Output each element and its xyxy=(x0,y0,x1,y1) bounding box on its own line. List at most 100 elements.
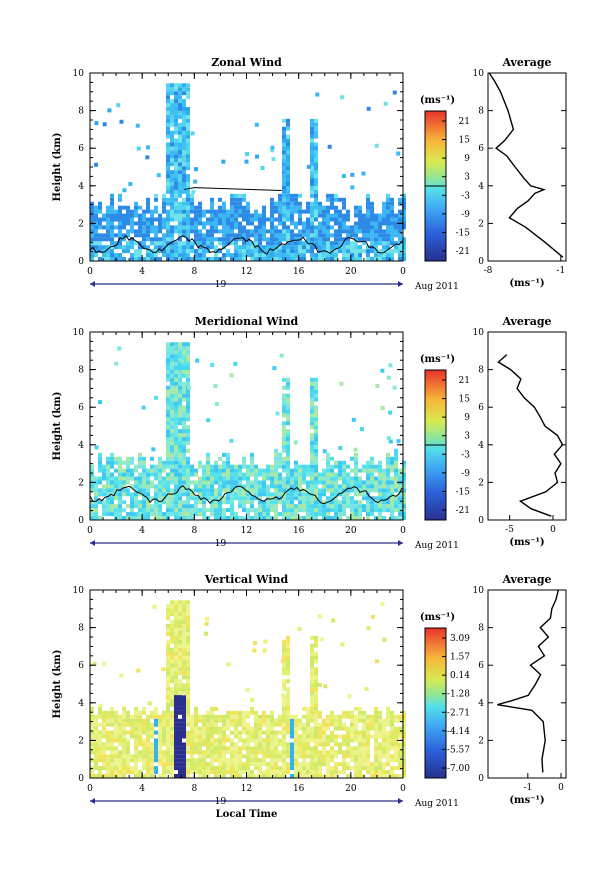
heatmap-cell xyxy=(306,496,310,501)
heatmap-cell xyxy=(218,750,222,755)
heatmap-cell xyxy=(334,500,338,505)
heatmap-cell xyxy=(114,722,118,727)
heatmap-cell xyxy=(278,249,282,254)
heatmap-cell xyxy=(166,683,170,688)
heatmap-cell xyxy=(186,126,190,131)
heatmap-cell xyxy=(166,710,170,715)
heatmap-cell xyxy=(182,346,186,351)
heatmap-cell xyxy=(226,738,230,743)
heatmap-cell xyxy=(114,233,118,238)
heatmap-cell xyxy=(302,245,306,250)
heatmap-cell xyxy=(102,758,106,763)
heatmap-cell xyxy=(266,718,270,723)
heatmap-cell xyxy=(138,774,142,778)
heatmap-cell xyxy=(174,249,178,254)
heatmap-cell xyxy=(258,730,262,735)
heatmap-cell xyxy=(314,381,318,386)
heatmap-cell xyxy=(334,718,338,723)
heatmap-cell xyxy=(282,209,286,214)
heatmap-cell xyxy=(382,770,386,775)
heatmap-cell xyxy=(106,766,110,771)
heatmap-cell xyxy=(238,492,242,497)
heatmap-cell xyxy=(390,492,394,497)
heatmap-cell xyxy=(226,746,230,751)
heatmap-cell xyxy=(322,233,326,238)
heatmap-cell xyxy=(126,714,130,719)
heatmap-cell xyxy=(106,722,110,727)
heatmap-cell xyxy=(134,504,138,509)
heatmap-cell xyxy=(314,413,318,418)
heatmap-cell xyxy=(338,209,342,214)
heatmap-cell xyxy=(278,253,282,258)
heatmap-cell xyxy=(306,742,310,747)
heatmap-cell xyxy=(386,460,390,465)
heatmap-cell xyxy=(158,460,162,465)
y-tick-label: 10 xyxy=(73,586,85,596)
heatmap-cell xyxy=(174,627,178,632)
heatmap-cell xyxy=(330,480,334,485)
heatmap-cell xyxy=(154,233,158,238)
heatmap-cell xyxy=(166,655,170,660)
heatmap-cell xyxy=(182,249,186,254)
heatmap-cell xyxy=(286,635,290,640)
heatmap-cell xyxy=(206,508,210,513)
heatmap-cell xyxy=(126,233,130,238)
heatmap-cell xyxy=(270,145,275,150)
heatmap-cell xyxy=(210,754,214,759)
heatmap-cell xyxy=(218,249,222,254)
heatmap-cell xyxy=(210,221,214,226)
heatmap-cell xyxy=(354,480,358,485)
heatmap-cell xyxy=(274,468,278,473)
heatmap-cell xyxy=(102,122,107,127)
heatmap-cell xyxy=(170,679,174,684)
heatmap-cell xyxy=(290,766,294,771)
heatmap-cell xyxy=(178,754,182,759)
heatmap-cell xyxy=(114,754,118,759)
heatmap-cell xyxy=(254,217,258,222)
heatmap-cell xyxy=(281,693,286,698)
heatmap-cell xyxy=(226,722,230,727)
heatmap-cell xyxy=(278,484,282,489)
heatmap-cell xyxy=(146,738,150,743)
heatmap-cell xyxy=(206,722,210,727)
heatmap-cell xyxy=(190,131,195,136)
profile-frame xyxy=(487,72,567,262)
heatmap-cell xyxy=(162,512,166,517)
heatmap-cell xyxy=(314,683,318,688)
heatmap-cell xyxy=(190,468,194,473)
heatmap-cell xyxy=(174,193,178,198)
heatmap-cell xyxy=(242,508,246,513)
heatmap-cell xyxy=(278,500,282,505)
heatmap-cell xyxy=(234,480,238,485)
heatmap-cell xyxy=(290,762,294,767)
heatmap-cell xyxy=(310,213,314,218)
heatmap-cell xyxy=(190,197,194,202)
heatmap-cell xyxy=(270,722,274,727)
heatmap-cell xyxy=(222,468,226,473)
heatmap-cell xyxy=(162,774,166,778)
heatmap-cell xyxy=(182,389,186,394)
heatmap-cell xyxy=(102,468,106,473)
heatmap-cell xyxy=(102,766,106,771)
heatmap-cell xyxy=(134,710,138,715)
heatmap-cell xyxy=(370,766,374,771)
heatmap-cell xyxy=(118,750,122,755)
heatmap-cell xyxy=(342,225,346,230)
heatmap-cell xyxy=(122,480,126,485)
heatmap-cell xyxy=(278,241,282,246)
heatmap-cell xyxy=(282,154,286,159)
heatmap-cell xyxy=(390,774,394,778)
heatmap-cell xyxy=(326,233,330,238)
heatmap-cell xyxy=(342,253,346,258)
heatmap-cell xyxy=(342,722,346,727)
heatmap-cell xyxy=(346,213,350,218)
heatmap-cell xyxy=(342,770,346,775)
heatmap-cell xyxy=(358,754,362,759)
heatmap-cell xyxy=(94,492,98,497)
heatmap-cell xyxy=(310,726,314,731)
heatmap-cell xyxy=(110,452,114,457)
heatmap-cell xyxy=(382,249,386,254)
heatmap-cell xyxy=(282,150,286,155)
heatmap-cell xyxy=(98,225,102,230)
